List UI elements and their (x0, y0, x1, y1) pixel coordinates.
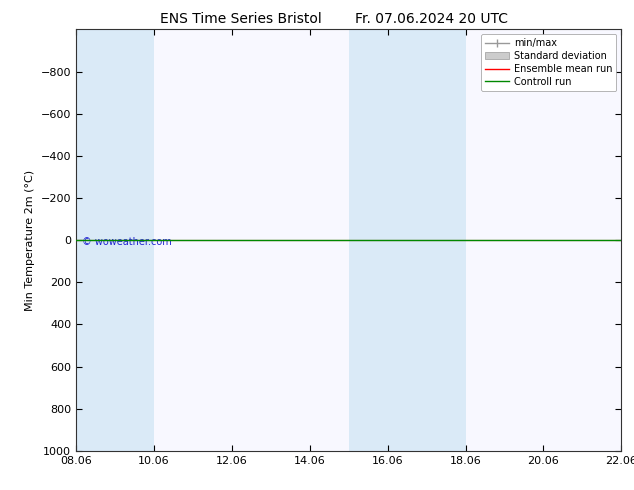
Bar (349, 29, 427, 451)
Text: Fr. 07.06.2024 20 UTC: Fr. 07.06.2024 20 UTC (354, 12, 508, 26)
Bar (76, 29, 154, 451)
Bar (621, 29, 634, 451)
Y-axis label: Min Temperature 2m (°C): Min Temperature 2m (°C) (25, 170, 35, 311)
Text: ENS Time Series Bristol: ENS Time Series Bristol (160, 12, 322, 26)
Legend: min/max, Standard deviation, Ensemble mean run, Controll run: min/max, Standard deviation, Ensemble me… (481, 34, 616, 91)
Bar (427, 29, 465, 451)
Text: © woweather.com: © woweather.com (82, 237, 171, 247)
